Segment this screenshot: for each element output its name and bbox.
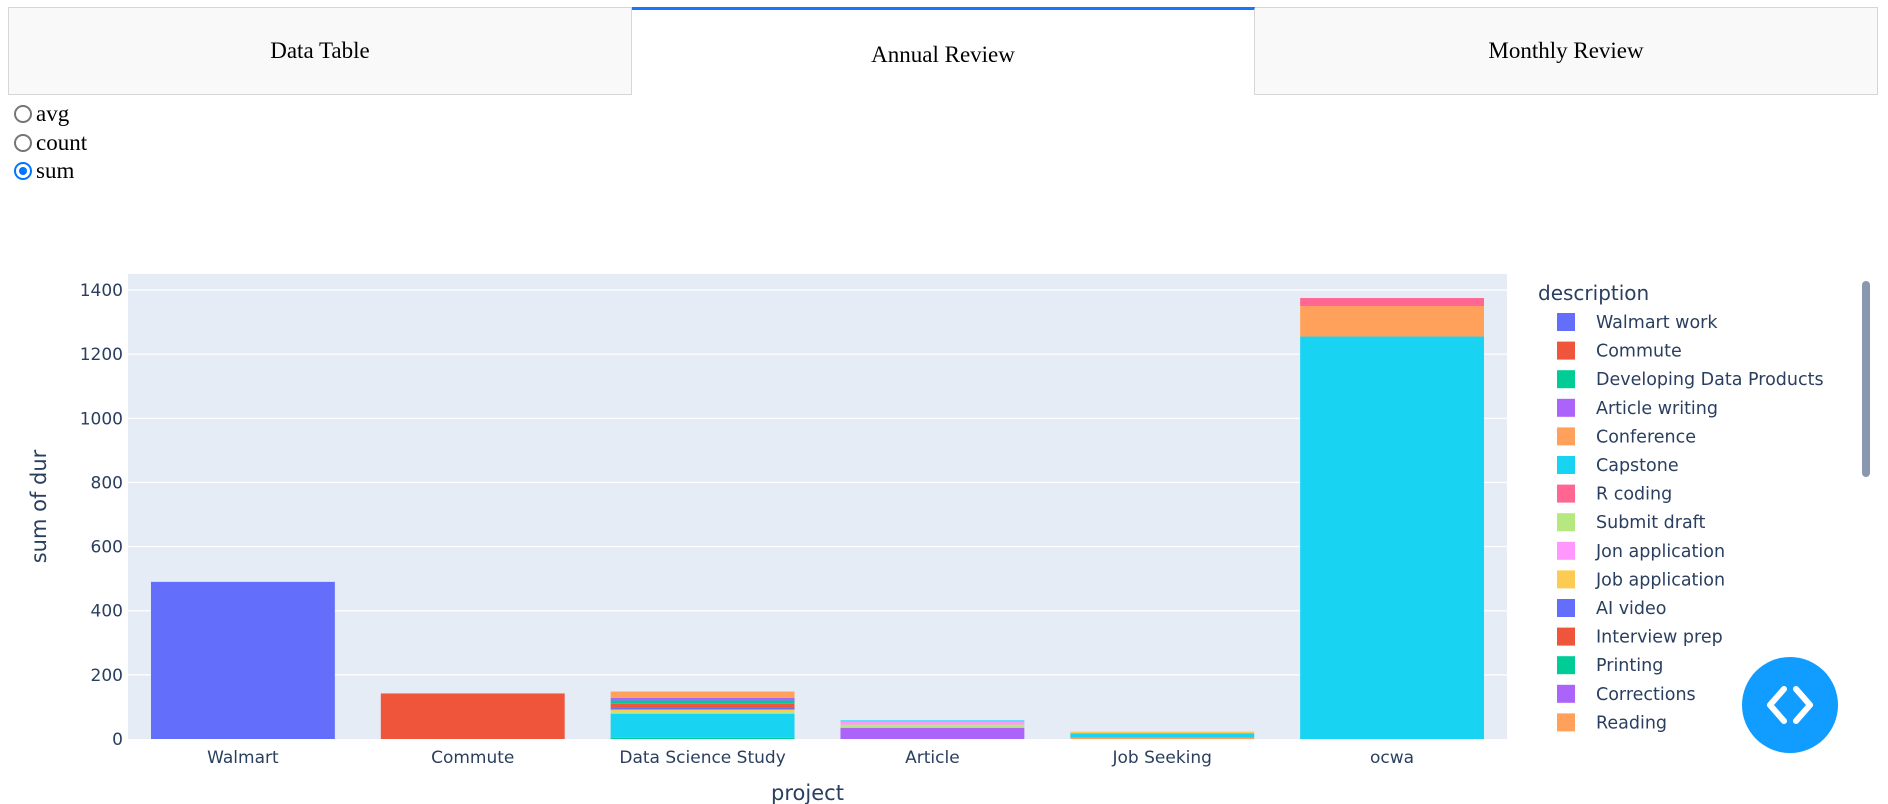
bar-segment[interactable] [1300,298,1485,307]
legend-swatch[interactable] [1557,341,1575,360]
radio-button-sum[interactable] [14,162,32,181]
bar-segment[interactable] [150,581,335,739]
legend-swatch[interactable] [1557,398,1575,417]
legend-swatch[interactable] [1557,570,1575,589]
y-axis-title: sum of dur [27,449,51,563]
bar-segment[interactable] [1300,306,1485,337]
bar-segment[interactable] [610,713,795,738]
legend-swatch[interactable] [1557,513,1575,532]
tab-monthly-review[interactable]: Monthly Review [1255,7,1878,95]
bar-segment[interactable] [610,737,795,739]
y-tick-label: 800 [91,473,123,493]
legend-title: description [1538,281,1649,305]
radio-button-avg[interactable] [14,105,32,124]
x-tick-label: Article [905,748,960,768]
tab-annual-review[interactable]: Annual Review [632,7,1255,95]
legend-scrollbar[interactable] [1862,281,1870,477]
radio-option-sum[interactable]: sum [14,157,87,186]
bar-segment[interactable] [610,707,795,710]
x-axis-ticks: Walmart Commute Data Science Study Article J… [207,748,1414,768]
legend-item-label[interactable]: Printing [1596,656,1663,676]
radio-option-avg[interactable]: avg [14,100,87,129]
legend-item-label[interactable]: Developing Data Products [1596,370,1824,390]
legend-item-label[interactable]: Corrections [1596,685,1696,705]
plot-area [128,274,1507,739]
legend-item-label[interactable]: R coding [1596,485,1672,505]
legend-swatch[interactable] [1557,713,1575,732]
radio-label-count: count [36,129,88,155]
x-tick-label: Commute [431,748,514,768]
legend-swatch[interactable] [1557,427,1575,446]
y-tick-label: 1400 [80,281,123,301]
y-tick-label: 600 [91,538,123,558]
bar-segment[interactable] [840,727,1025,739]
legend-item-label[interactable]: Article writing [1596,399,1718,419]
bar-segment[interactable] [610,697,795,701]
bar-segment[interactable] [1070,737,1255,739]
y-tick-label: 200 [91,666,123,686]
legend-swatch[interactable] [1557,541,1575,560]
bar-segment[interactable] [1300,336,1485,739]
y-axis-ticks: 0 200 400 600 800 1000 1200 1400 [80,281,123,750]
bar-segment[interactable] [840,721,1025,725]
bar-segment[interactable] [610,703,795,708]
code-icon [1767,686,1813,724]
y-tick-label: 1000 [80,409,123,429]
bar-segment[interactable] [1070,733,1255,738]
x-tick-label: Walmart [207,748,279,768]
legend-item-label[interactable]: Jon application [1595,542,1725,562]
legend-item-label[interactable]: Capstone [1596,456,1679,476]
legend-item-label[interactable]: AI video [1596,599,1667,619]
bar-segment[interactable] [840,724,1025,728]
legend-swatch[interactable] [1557,313,1575,331]
legend-swatch[interactable] [1557,627,1575,646]
x-axis-title: project [771,781,844,804]
legend-swatch[interactable] [1557,656,1575,675]
legend-swatch[interactable] [1557,456,1575,474]
legend-item-label[interactable]: Conference [1596,427,1696,447]
grid-lines [128,289,1507,676]
legend-swatch[interactable] [1557,599,1575,617]
legend-swatch[interactable] [1557,484,1575,503]
code-toggle-button[interactable] [1742,657,1838,753]
bars [150,298,1485,739]
bar-segment[interactable] [610,712,795,714]
radio-label-sum: sum [36,158,75,184]
radio-label-avg: avg [36,101,70,127]
radio-button-count[interactable] [14,133,32,152]
y-tick-label: 0 [112,730,123,750]
bar-segment[interactable] [610,691,795,698]
bar-segment[interactable] [610,700,795,704]
radio-option-count[interactable]: count [14,129,87,158]
legend-item-label[interactable]: Interview prep [1596,628,1723,648]
legend-swatch[interactable] [1557,370,1575,389]
bar-segment[interactable] [380,693,565,739]
y-tick-label: 400 [91,602,123,622]
bar-segment[interactable] [1070,731,1255,734]
legend-swatch[interactable] [1557,684,1575,703]
x-tick-label: ocwa [1370,748,1414,768]
bar-segment[interactable] [840,720,1025,722]
legend-item-label[interactable]: Walmart work [1596,313,1718,333]
legend-item-label[interactable]: Job application [1595,570,1725,590]
tab-bar: Data Table Annual Review Monthly Review [8,7,1878,97]
tab-data-table[interactable]: Data Table [8,7,632,95]
legend-item-label[interactable]: Submit draft [1596,513,1706,533]
legend: description Walmart work Commute Developin… [1538,281,1824,733]
x-tick-label: Job Seeking [1112,748,1212,768]
x-tick-label: Data Science Study [619,748,785,768]
bar-segment[interactable] [610,709,795,713]
legend-item-label[interactable]: Commute [1596,342,1682,362]
aggregation-radio-group: avg count sum [14,100,87,186]
legend-item-label[interactable]: Reading [1596,713,1667,733]
y-tick-label: 1200 [80,345,123,365]
